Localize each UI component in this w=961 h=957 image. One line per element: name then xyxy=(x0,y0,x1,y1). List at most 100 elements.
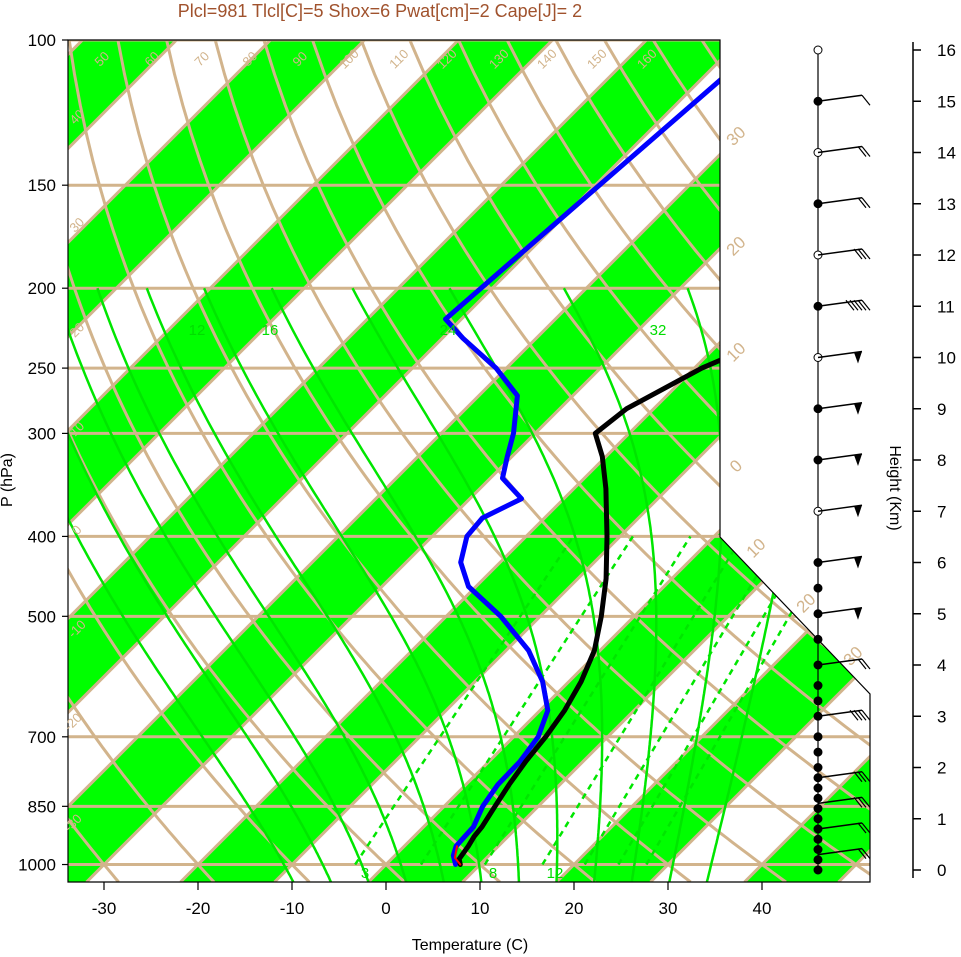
parcel-path xyxy=(453,845,462,866)
height-tick-label: 5 xyxy=(937,605,946,624)
isotherm-band xyxy=(180,40,870,882)
wind-barb-staff xyxy=(817,94,863,102)
wind-barb-pennant xyxy=(854,607,862,620)
wind-barb-flag xyxy=(861,822,871,834)
wind-level-marker xyxy=(813,696,823,706)
height-tick-label: 0 xyxy=(937,861,946,880)
moist-adiabat xyxy=(68,287,295,882)
wind-barb-flag xyxy=(861,797,871,808)
mixing-ratio-label: 3 xyxy=(361,865,369,882)
isotherm-line xyxy=(68,40,648,882)
isotherm-line xyxy=(649,40,870,882)
isotherm-label: 110 xyxy=(386,46,411,71)
pressure-tick-label: 500 xyxy=(28,607,56,626)
moist-adiabat xyxy=(68,287,333,882)
dry-adiabat xyxy=(408,40,870,882)
pressure-tick-label: 100 xyxy=(28,31,56,50)
wind-barb-flag xyxy=(861,848,871,859)
wind-barb-flag xyxy=(857,299,867,311)
height-tick-label: 2 xyxy=(937,759,946,778)
wind-level-marker xyxy=(813,45,823,55)
mixing-ratio-line xyxy=(645,535,837,866)
height-tick-label: 13 xyxy=(937,195,956,214)
dry-adiabat xyxy=(165,40,787,882)
isotherm-band xyxy=(68,40,365,882)
dewpoint-profile xyxy=(443,71,730,867)
isotherm-line xyxy=(68,40,366,882)
isotherm-label: 0 xyxy=(726,456,746,476)
height-tick-label: 16 xyxy=(937,41,956,60)
height-tick-label: 14 xyxy=(937,144,956,163)
wind-barb-flag xyxy=(861,248,871,260)
wind-barb-flag xyxy=(861,658,871,670)
height-tick-label: 3 xyxy=(937,707,946,726)
wind-barb-flag xyxy=(861,299,871,311)
moist-adiabat xyxy=(562,287,658,882)
wind-level-marker xyxy=(813,845,823,854)
isotherm-label: 20 xyxy=(723,233,750,260)
chart-title: Plcl=981 Tlcl[C]=5 Shox=6 Pwat[cm]=2 Cap… xyxy=(178,1,582,21)
wind-barb-flag xyxy=(857,709,867,721)
isotherm-label: -20 xyxy=(61,710,85,734)
height-tick-label: 9 xyxy=(937,400,946,419)
isotherm-band xyxy=(68,40,553,882)
mixing-ratio-line xyxy=(541,535,744,866)
wind-barb-flag xyxy=(853,771,863,783)
isotherm-band xyxy=(68,40,870,882)
pressure-tick-label: 850 xyxy=(28,797,56,816)
wind-level-marker xyxy=(813,583,823,593)
temperature-tick-label: -10 xyxy=(280,899,305,918)
wind-barb-flag xyxy=(857,197,867,209)
wind-barb-staff xyxy=(817,145,863,154)
wind-level-marker xyxy=(813,747,823,757)
pressure-axis: 100 150 200 250 300 400 500 700 850 1000 xyxy=(18,31,68,875)
temperature-profile xyxy=(456,71,870,867)
isotherm-line xyxy=(68,40,742,882)
wind-level-marker xyxy=(813,783,823,793)
dry-adiabat xyxy=(68,40,311,882)
temperature-tick-label: -20 xyxy=(186,899,211,918)
temperature-tick-label: -30 xyxy=(92,899,117,918)
x-axis-label: Temperature (C) xyxy=(412,937,528,954)
mixing-ratio-line xyxy=(617,535,812,866)
isotherm-line xyxy=(68,40,836,882)
mixing-ratio-label: 16 xyxy=(262,322,279,339)
wind-barb-pennant xyxy=(854,556,862,569)
dry-adiabat xyxy=(311,40,870,882)
wind-level-marker xyxy=(813,865,823,875)
wind-barb-staff xyxy=(817,822,863,830)
dry-adiabat xyxy=(262,40,870,882)
height-tick-label: 6 xyxy=(937,554,946,573)
isotherm-label: 30 xyxy=(723,123,750,150)
pressure-tick-label: 200 xyxy=(28,279,56,298)
wind-barb-flag xyxy=(861,197,871,209)
moist-adiabat xyxy=(96,287,408,882)
wind-barb-staff xyxy=(817,658,863,666)
wind-barb-pennant xyxy=(854,402,862,415)
wind-barb-flag xyxy=(857,848,867,859)
wind-barb-flag xyxy=(853,709,863,721)
pressure-tick-label: 700 xyxy=(28,728,56,747)
wind-level-marker xyxy=(813,681,823,690)
wind-level-marker xyxy=(813,834,823,844)
wind-level-marker xyxy=(813,793,823,803)
height-tick-label: 11 xyxy=(937,297,955,316)
wind-barb-pennant xyxy=(854,505,862,518)
dry-adiabat xyxy=(68,40,501,882)
wind-barb-flag xyxy=(861,94,871,106)
height-axis-label: Height (Km) xyxy=(886,445,903,530)
wind-level-marker xyxy=(813,763,823,772)
wind-barb-flag xyxy=(849,299,859,311)
wind-level-marker xyxy=(813,804,823,813)
isotherm-label: 150 xyxy=(584,46,610,72)
isotherm-label: 70 xyxy=(191,48,212,69)
dry-adiabat xyxy=(68,40,216,882)
height-tick-label: 1 xyxy=(937,810,946,829)
wind-level-marker xyxy=(813,814,823,824)
wind-barb-pennant xyxy=(854,351,862,364)
wind-barb-flag xyxy=(857,797,867,808)
wind-level-marker xyxy=(813,732,823,742)
wind-barb-flag xyxy=(857,822,867,834)
